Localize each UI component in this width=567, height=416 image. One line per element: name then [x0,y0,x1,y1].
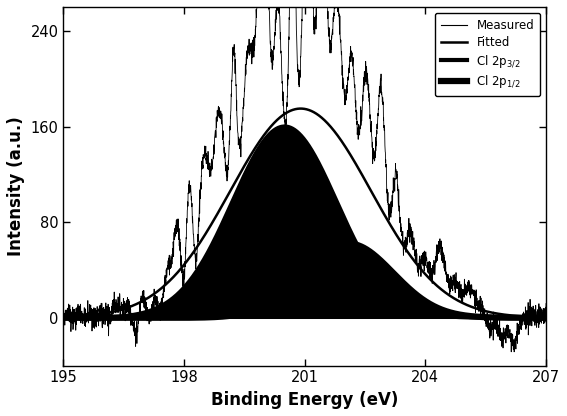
Legend: Measured, Fitted, Cl 2p$_{3/2}$, Cl 2p$_{1/2}$: Measured, Fitted, Cl 2p$_{3/2}$, Cl 2p$_… [435,13,540,96]
Y-axis label: Intensity (a.u.): Intensity (a.u.) [7,116,25,256]
X-axis label: Binding Energy (eV): Binding Energy (eV) [211,391,399,409]
